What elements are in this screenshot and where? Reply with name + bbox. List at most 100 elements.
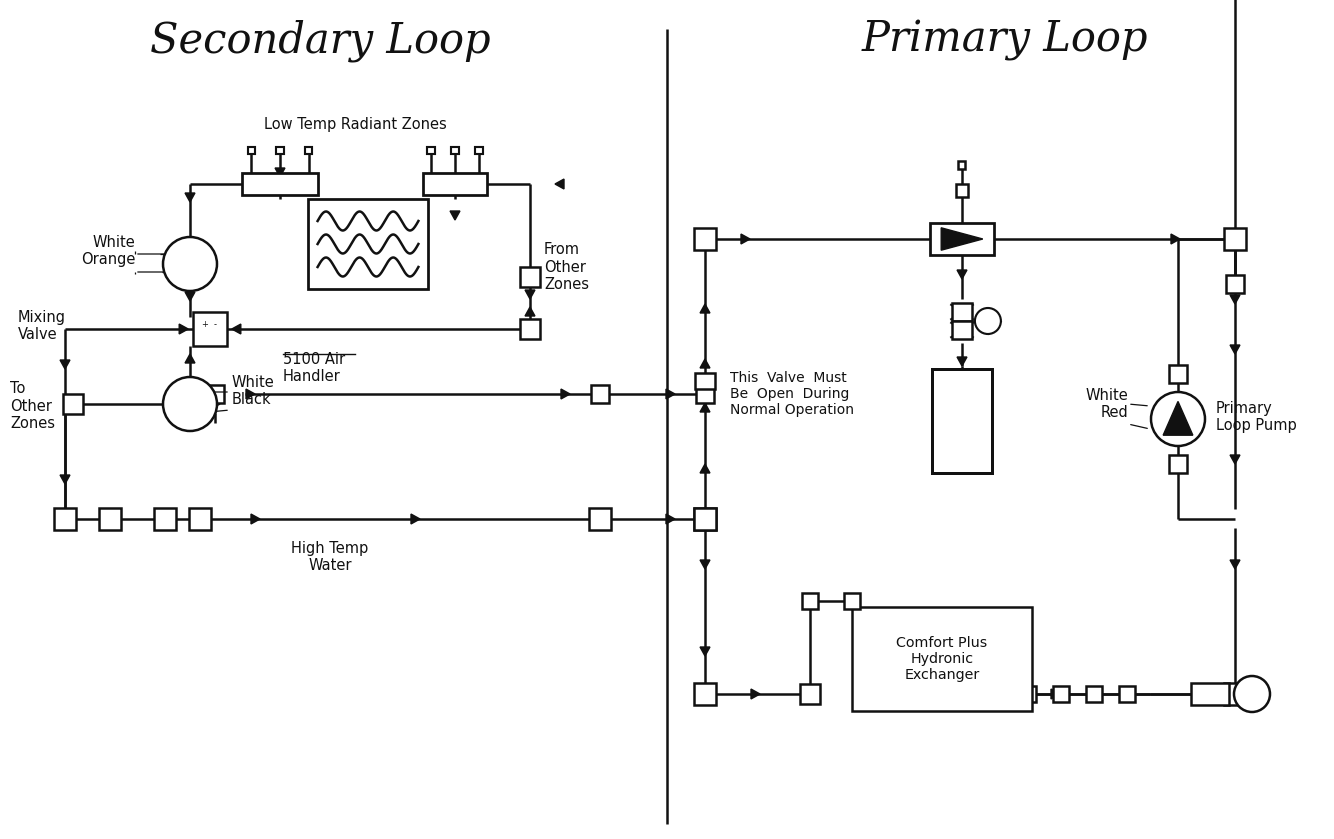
Bar (800, 684, 820, 704)
Polygon shape (666, 514, 675, 524)
Polygon shape (450, 211, 460, 220)
Polygon shape (700, 359, 710, 368)
Bar (959, 161, 966, 169)
Polygon shape (562, 389, 570, 399)
Circle shape (1234, 676, 1270, 712)
Bar (155, 508, 176, 529)
Bar (304, 147, 312, 154)
Bar (99, 508, 120, 529)
Bar (193, 312, 227, 346)
Polygon shape (700, 647, 710, 656)
Text: Low Temp Radiant Zones: Low Temp Radiant Zones (264, 117, 447, 132)
Bar (520, 319, 540, 339)
Polygon shape (1230, 455, 1239, 464)
Bar (427, 147, 435, 154)
Bar (1086, 685, 1102, 702)
Bar (591, 384, 610, 404)
Polygon shape (185, 193, 195, 202)
Text: White
Orange: White Orange (80, 235, 135, 267)
Bar (987, 685, 1003, 702)
Polygon shape (211, 399, 220, 409)
Polygon shape (275, 168, 285, 177)
Bar (695, 384, 714, 404)
Text: Secondary Loop: Secondary Loop (149, 19, 491, 61)
Bar (930, 223, 994, 255)
Polygon shape (60, 360, 69, 369)
Text: Primary Loop: Primary Loop (862, 19, 1149, 61)
Circle shape (975, 308, 1000, 334)
Bar (205, 384, 224, 404)
Bar (694, 508, 716, 530)
Bar (1019, 685, 1037, 702)
Bar (1225, 228, 1246, 250)
Bar (1191, 683, 1229, 705)
Polygon shape (700, 560, 710, 569)
Bar (1169, 365, 1187, 383)
Bar (1169, 455, 1187, 473)
Text: High Temp
Water: High Temp Water (291, 541, 368, 573)
Bar (520, 267, 540, 287)
Polygon shape (251, 514, 260, 524)
Bar (276, 147, 284, 154)
Bar (53, 508, 76, 530)
Polygon shape (1171, 234, 1181, 244)
Polygon shape (185, 292, 195, 301)
Polygon shape (1163, 401, 1193, 435)
Polygon shape (245, 389, 255, 399)
Bar (694, 508, 716, 530)
Bar (248, 147, 255, 154)
Bar (932, 369, 992, 473)
Bar (1119, 685, 1135, 702)
Bar (451, 147, 459, 154)
Polygon shape (956, 357, 967, 366)
Text: To
Other
Zones: To Other Zones (9, 381, 55, 431)
Bar (852, 607, 1033, 711)
Bar (694, 228, 716, 250)
Bar (1226, 274, 1245, 294)
Bar (1223, 683, 1246, 706)
Bar (843, 592, 860, 609)
Polygon shape (411, 514, 420, 524)
Bar (308, 199, 428, 289)
Circle shape (163, 237, 217, 291)
Polygon shape (526, 307, 535, 316)
Bar (63, 394, 83, 414)
Text: This  Valve  Must
Be  Open  During
Normal Operation: This Valve Must Be Open During Normal Op… (730, 371, 854, 417)
Circle shape (1151, 392, 1205, 446)
Text: 5100 Air
Handler: 5100 Air Handler (283, 352, 346, 384)
Polygon shape (179, 324, 188, 334)
Bar (956, 184, 968, 197)
Polygon shape (1230, 560, 1239, 569)
Polygon shape (666, 389, 675, 399)
Polygon shape (232, 324, 241, 334)
Bar (952, 303, 972, 321)
Bar (952, 321, 972, 339)
Bar (423, 173, 487, 195)
Text: +: + (201, 320, 208, 329)
Polygon shape (555, 179, 564, 189)
Polygon shape (700, 403, 710, 412)
Polygon shape (700, 304, 710, 313)
Text: White
Red: White Red (1086, 388, 1129, 420)
Polygon shape (1051, 689, 1061, 699)
Polygon shape (60, 475, 69, 484)
Text: -: - (213, 320, 217, 329)
Circle shape (163, 377, 217, 431)
Bar (241, 173, 317, 195)
Polygon shape (751, 689, 760, 699)
Polygon shape (1230, 295, 1239, 304)
Bar (475, 147, 483, 154)
Polygon shape (740, 234, 750, 244)
Text: White
Black: White Black (232, 375, 275, 407)
Text: Mixing
Valve: Mixing Valve (17, 310, 65, 342)
Polygon shape (956, 270, 967, 279)
Polygon shape (380, 240, 388, 248)
Bar (588, 508, 611, 530)
Polygon shape (1230, 345, 1239, 354)
Polygon shape (942, 228, 983, 250)
Bar (694, 683, 716, 706)
Bar (695, 373, 715, 389)
Bar (1053, 685, 1070, 702)
Polygon shape (700, 464, 710, 473)
Polygon shape (526, 290, 535, 299)
